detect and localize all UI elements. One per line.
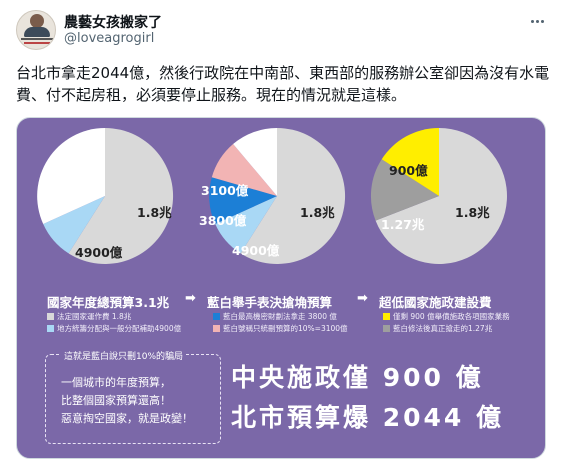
- author-handle[interactable]: @loveagrogirl: [64, 31, 155, 46]
- pie-chart-1: [37, 127, 174, 265]
- legend-swatch-darkgray: [383, 325, 390, 332]
- legend-swatch-blue: [213, 313, 220, 320]
- caption-1: 國家年度總預算3.1兆: [47, 295, 170, 310]
- legend-item: 地方統籌分配與一般分配補助4900億: [47, 323, 181, 334]
- pie3-mid-label: 1.27兆: [381, 217, 425, 232]
- avatar-face: [30, 14, 44, 28]
- legend-swatch-pink: [213, 325, 220, 332]
- pie2-slice-lightblue: [215, 196, 277, 254]
- pie2-slice-pink: [211, 144, 277, 196]
- pie2-label-pink: 3100億: [201, 183, 249, 198]
- note-line: 惡意掏空國家，就是政變！: [61, 412, 193, 425]
- pie1-slice-lightblue: [43, 196, 105, 254]
- pie3-slice-gray: [375, 128, 507, 264]
- pie1-slice-gray: [68, 127, 174, 265]
- note-line: 比整個國家預算還高！: [61, 394, 171, 407]
- note-line: 一個城市的年度預算，: [61, 376, 171, 389]
- pie2-big-label: 1.8兆: [300, 205, 335, 220]
- pie1-slice-white: [37, 128, 105, 224]
- legend-item: 法定國家運作費 1.8兆: [47, 311, 131, 322]
- pie2-label-lightblue: 4900億: [232, 243, 280, 258]
- pie-chart-3: [370, 127, 507, 264]
- pie3-big-label: 1.8兆: [455, 205, 490, 220]
- legend-swatch-lightblue: [47, 325, 54, 332]
- tweet-text: 台北市拿走2044億，然後行政院在中南部、東西部的服務辦公室卻因為沒有水電費、付…: [16, 64, 550, 104]
- pie2-slice-blue: [209, 177, 277, 224]
- arrow-right-icon: ➡: [185, 291, 196, 306]
- note-title: 這就是藍白說只刪10%的騙局: [61, 349, 187, 362]
- caption-3: 超低國家施政建設費: [379, 295, 492, 310]
- legend-item: 藍白號稱只統刪預算的10%=3100億: [213, 323, 348, 334]
- headline-1: 中央施政僅 900 億: [231, 363, 484, 392]
- pie2-slice-white: [233, 127, 277, 196]
- more-options-icon[interactable]: [526, 12, 548, 30]
- avatar-text-line: [21, 38, 53, 40]
- legend-item: 僅剩 900 億舉債施政各項國家業務: [383, 311, 510, 322]
- pie1-big-label: 1.8兆: [137, 205, 172, 220]
- pie3-slice-darkgray: [370, 159, 439, 221]
- infographic-charts: [37, 127, 507, 265]
- avatar-body: [24, 27, 50, 37]
- pie-chart-2: [209, 127, 346, 265]
- arrow-right-icon: ➡: [357, 291, 368, 306]
- tweet-image[interactable]: 1.8兆 4900億 1.8兆 3100億 3800億 4900億 1.8兆 1…: [16, 117, 546, 459]
- pie1-small-label: 4900億: [75, 245, 123, 260]
- legend-swatch-yellow: [383, 313, 390, 320]
- author-name[interactable]: 農藝女孩搬家了: [64, 15, 162, 31]
- avatar-text-line: [24, 42, 50, 44]
- avatar[interactable]: [16, 10, 56, 50]
- pie3-slice-yellow: [381, 127, 439, 196]
- legend-item: 藍白最高機密財劃法拿走 3800 億: [213, 311, 337, 322]
- legend-swatch-gray: [47, 313, 54, 320]
- legend-item: 藍白修法後真正搶走的1.27兆: [383, 323, 492, 334]
- headline-2: 北市預算爆 2044 億: [231, 403, 504, 432]
- pie2-label-blue: 3800億: [199, 213, 247, 228]
- pie3-small-label: 900億: [389, 163, 428, 178]
- pie2-slice-gray: [240, 127, 346, 265]
- caption-2: 藍白舉手表決搶埆預算: [207, 295, 333, 310]
